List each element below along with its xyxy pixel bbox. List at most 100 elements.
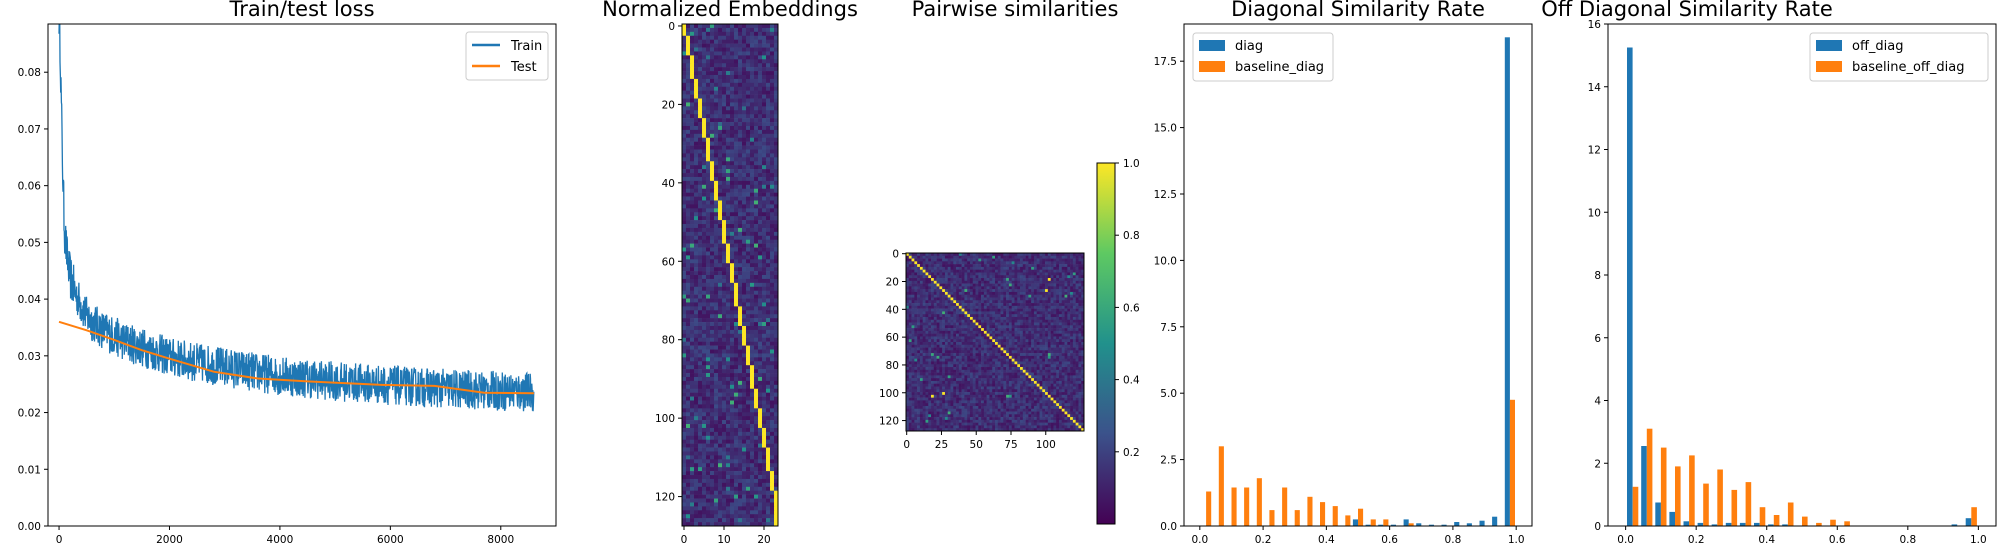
similarity-cell bbox=[1056, 325, 1060, 329]
embedding-cell bbox=[718, 39, 723, 44]
embedding-cell bbox=[754, 353, 759, 358]
similarity-cell bbox=[1070, 291, 1074, 296]
embedding-cell bbox=[770, 369, 775, 374]
similarity-cell bbox=[1075, 297, 1079, 301]
similarity-cell bbox=[1028, 283, 1032, 287]
similarity-cell bbox=[936, 311, 940, 315]
embedding-cell bbox=[690, 235, 695, 240]
embedding-cell bbox=[758, 106, 763, 111]
embedding-cell bbox=[702, 506, 707, 511]
embedding-cell bbox=[706, 165, 711, 170]
similarity-cell bbox=[936, 253, 940, 257]
embedding-cell bbox=[734, 212, 739, 217]
embedding-cell bbox=[758, 400, 763, 405]
similarity-cell bbox=[917, 272, 921, 276]
embedding-cell bbox=[766, 498, 771, 503]
embedding-cell bbox=[682, 498, 687, 503]
embedding-cell bbox=[738, 384, 743, 390]
embedding-cell bbox=[718, 255, 723, 260]
similarity-cell bbox=[1014, 291, 1018, 296]
similarity-cell bbox=[1020, 275, 1024, 279]
embedding-cell bbox=[722, 290, 727, 295]
similarity-cell bbox=[986, 308, 990, 312]
embedding-cell bbox=[702, 122, 707, 127]
embedding-cell bbox=[702, 129, 707, 135]
embedding-cell bbox=[730, 455, 735, 460]
similarity-cell bbox=[1017, 266, 1021, 270]
embedding-cell bbox=[766, 329, 771, 335]
similarity-cell bbox=[978, 308, 982, 312]
similarity-cell bbox=[1006, 253, 1010, 257]
similarity-cell bbox=[1075, 316, 1079, 321]
similarity-cell bbox=[925, 258, 929, 262]
embedding-cell bbox=[694, 353, 699, 358]
similarity-cell bbox=[1039, 261, 1043, 265]
embedding-cell bbox=[770, 71, 775, 76]
embedding-cell bbox=[706, 518, 711, 523]
similarity-cell bbox=[995, 264, 999, 268]
embedding-cell bbox=[750, 518, 755, 523]
similarity-cell bbox=[953, 305, 957, 309]
train-loss-line bbox=[58, 24, 535, 412]
embedding-cell bbox=[710, 259, 715, 264]
embedding-cell bbox=[698, 278, 703, 284]
embedding-cell bbox=[758, 227, 763, 233]
embedding-cell bbox=[714, 137, 719, 142]
similarity-cell bbox=[928, 319, 932, 323]
similarity-cell bbox=[956, 325, 960, 329]
similarity-cell bbox=[928, 264, 932, 268]
similarity-cell bbox=[1067, 311, 1071, 315]
similarity-cell bbox=[1022, 311, 1026, 315]
embedding-cell bbox=[718, 235, 723, 240]
similarity-cell bbox=[939, 261, 943, 265]
embedding-cell bbox=[766, 380, 771, 386]
embedding-cell bbox=[730, 220, 735, 225]
similarity-cell bbox=[1031, 272, 1035, 276]
embeddings-title: Normalized Embeddings bbox=[602, 0, 858, 21]
similarity-cell bbox=[1028, 286, 1032, 290]
embedding-cell bbox=[702, 251, 707, 256]
embedding-cell bbox=[698, 110, 703, 115]
embedding-cell bbox=[698, 486, 703, 491]
embedding-cell bbox=[702, 337, 707, 342]
embedding-cell bbox=[682, 51, 687, 56]
embedding-cell bbox=[750, 396, 755, 401]
similarity-cell bbox=[939, 303, 943, 307]
similarity-cell bbox=[997, 328, 1001, 332]
similarity-cell bbox=[997, 308, 1001, 312]
similarity-cell bbox=[947, 264, 951, 268]
similarity-cell bbox=[1006, 330, 1010, 334]
embedding-cell bbox=[698, 518, 703, 523]
embedding-cell bbox=[742, 39, 747, 44]
similarity-cell bbox=[975, 328, 979, 332]
embedding-cell bbox=[762, 286, 767, 291]
similarity-cell bbox=[978, 311, 982, 315]
embedding-cell bbox=[766, 416, 771, 421]
similarity-cell bbox=[917, 269, 921, 273]
similarity-cell bbox=[1070, 283, 1074, 287]
similarity-cell bbox=[978, 266, 982, 270]
embedding-cell bbox=[766, 494, 771, 499]
embedding-cell bbox=[774, 388, 779, 393]
embedding-cell bbox=[762, 294, 767, 299]
embedding-cell bbox=[702, 110, 707, 115]
embedding-cell bbox=[762, 278, 767, 284]
embedding-cell bbox=[718, 212, 723, 217]
embedding-cell bbox=[770, 90, 775, 95]
embedding-cell bbox=[770, 325, 775, 331]
embedding-cell bbox=[766, 173, 771, 178]
embedding-cell bbox=[690, 498, 695, 503]
embedding-cell bbox=[722, 306, 727, 311]
similarity-cell bbox=[1061, 311, 1065, 315]
similarity-cell bbox=[947, 311, 951, 315]
embedding-cell bbox=[706, 39, 711, 44]
embedding-cell bbox=[730, 98, 735, 103]
embedding-cell bbox=[754, 235, 759, 240]
similarity-cell bbox=[1033, 269, 1038, 273]
similarity-cell bbox=[1036, 314, 1040, 318]
embedding-cell bbox=[762, 145, 767, 150]
embedding-cell bbox=[758, 102, 763, 107]
embedding-cell bbox=[726, 431, 731, 437]
embedding-cell bbox=[750, 404, 755, 409]
similarity-cell bbox=[931, 308, 935, 312]
